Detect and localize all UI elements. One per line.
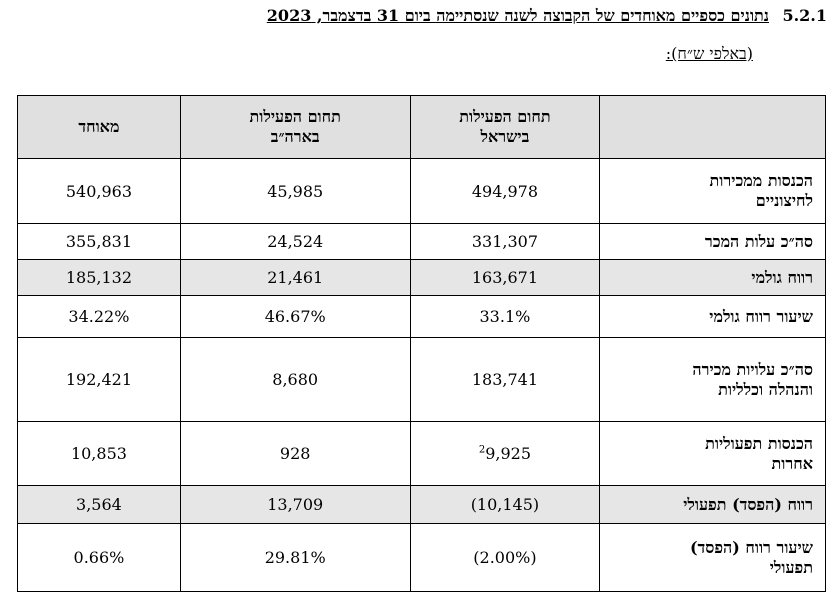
cell-text: 540,963 <box>65 181 133 201</box>
value-cell: 163,671 <box>409 259 601 296</box>
section-number: 5.2.1 <box>782 6 827 25</box>
value-cell: 185,132 <box>17 259 181 296</box>
cell-text: 331,307 <box>471 232 538 251</box>
footnote-mark: 2 <box>478 444 486 456</box>
column-header: תחום הפעילות בישראל <box>409 95 601 159</box>
value-cell: 8,680 <box>179 337 411 422</box>
cell-text: 29.81% <box>264 548 326 567</box>
text-line: בארה״ב <box>270 127 320 146</box>
column-header: תחום הפעילות בארה״ב <box>179 95 411 159</box>
value-cell: 494,978 <box>409 158 601 224</box>
text-line: אחרות <box>771 453 813 473</box>
cell-text: (10,145) <box>470 495 540 514</box>
corner-cell <box>599 95 826 159</box>
cell-text: 33.1% <box>479 307 531 326</box>
value-cell: 192,421 <box>17 337 181 422</box>
cell-text: 185,132 <box>65 268 133 287</box>
cell-text: 183,741 <box>471 370 538 389</box>
financial-table: תחום הפעילות בישראל תחום הפעילות בארה״ב מאוח… <box>17 95 826 592</box>
unit-note: (באלפי ש״ח): <box>665 44 753 63</box>
value-cell: 33.1% <box>409 295 601 338</box>
table-row: סה״כ עלויות מכירה והנהלה וכלליות 183,741 8,… <box>17 337 826 422</box>
table-row: שיעור רווח (הפסד) תפעולי (2.00%) 29.81% 0.66… <box>17 523 826 592</box>
value-cell: 29.81% <box>179 523 411 592</box>
cell-text: (2.00%) <box>473 548 537 567</box>
text-line: הכנסות ממכירות <box>709 171 813 190</box>
cell-text: 34.22% <box>68 307 130 326</box>
table-row: רווח (הפסד) תפעולי (10,145) 13,709 3,564 <box>17 485 826 524</box>
cell-text: 21,461 <box>267 268 324 287</box>
value-cell: (2.00%) <box>409 523 601 592</box>
value-cell: 183,741 <box>409 337 601 422</box>
value-cell: 3,564 <box>17 485 181 524</box>
text-line: לחיצוניים <box>755 191 813 210</box>
text-line: רווח גולמי <box>751 267 813 287</box>
cell-text: 9,925 <box>485 444 532 463</box>
row-label: שיעור רווח (הפסד) תפעולי <box>599 523 826 592</box>
row-label: שיעור רווח גולמי <box>599 295 826 338</box>
cell-text: 494,978 <box>471 181 538 201</box>
row-label: רווח (הפסד) תפעולי <box>599 485 826 524</box>
text-line: תפעולי <box>769 557 813 577</box>
cell-text: 13,709 <box>267 495 324 514</box>
value-cell: 45,985 <box>179 158 411 224</box>
value-cell: 46.67% <box>179 295 411 338</box>
cell-text: 24,524 <box>267 232 324 251</box>
text-line: סה״כ עלות המכר <box>704 231 813 251</box>
value-cell: 540,963 <box>17 158 181 224</box>
cell-text: 928 <box>279 444 311 463</box>
header-row: תחום הפעילות בישראל תחום הפעילות בארה״ב מאוח… <box>17 95 826 159</box>
text-line: שיעור רווח (הפסד) <box>689 537 813 557</box>
value-cell: 10,853 <box>17 421 181 486</box>
text-line: רווח (הפסד) תפעולי <box>683 494 813 514</box>
value-cell: 29,925 <box>409 421 601 486</box>
table-row: סה״כ עלות המכר 331,307 24,524 355,831 <box>17 223 826 260</box>
section-header: 5.2.1 נתונים כספיים מאוחדים של הקבוצה לשנ… <box>267 6 827 26</box>
value-cell: 24,524 <box>179 223 411 260</box>
cell-text: 46.67% <box>264 307 326 326</box>
section-title: נתונים כספיים מאוחדים של הקבוצה לשנה שנס… <box>266 6 769 25</box>
value-cell: 21,461 <box>179 259 411 296</box>
row-label: הכנסות ממכירות לחיצוניים <box>599 158 826 224</box>
cell-text: 45,985 <box>267 181 324 201</box>
cell-text: 3,564 <box>76 495 122 514</box>
row-label: רווח גולמי <box>599 259 826 296</box>
text-line: הכנסות תפעוליות <box>705 433 813 453</box>
text-line: סה״כ עלויות מכירה <box>692 359 813 379</box>
text-line: תחום הפעילות <box>249 107 341 126</box>
value-cell: 34.22% <box>17 295 181 338</box>
row-label: סה״כ עלות המכר <box>599 223 826 260</box>
table-row: הכנסות ממכירות לחיצוניים 494,978 45,985 540,… <box>17 158 826 224</box>
text-line: מאוחד <box>78 117 120 136</box>
text-line: שיעור רווח גולמי <box>709 306 813 326</box>
table-row: רווח גולמי 163,671 21,461 185,132 <box>17 259 826 296</box>
cell-text: 192,421 <box>65 370 133 389</box>
row-label: סה״כ עלויות מכירה והנהלה וכלליות <box>599 337 826 422</box>
value-cell: 355,831 <box>17 223 181 260</box>
column-header: מאוחד <box>17 95 181 159</box>
cell-text: 10,853 <box>70 444 127 463</box>
cell-text: 0.66% <box>73 548 125 567</box>
value-cell: 928 <box>179 421 411 486</box>
row-label: הכנסות תפעוליות אחרות <box>599 421 826 486</box>
text-line: והנהלה וכלליות <box>718 379 813 399</box>
cell-text: 163,671 <box>471 268 538 287</box>
text-line: בישראל <box>480 127 530 146</box>
value-cell: 0.66% <box>17 523 181 592</box>
value-cell: (10,145) <box>409 485 601 524</box>
table-row: שיעור רווח גולמי 33.1% 46.67% 34.22% <box>17 295 826 338</box>
table-row: הכנסות תפעוליות אחרות 29,925 928 10,853 <box>17 421 826 486</box>
value-cell: 13,709 <box>179 485 411 524</box>
value-cell: 331,307 <box>409 223 601 260</box>
cell-text: 355,831 <box>65 232 133 251</box>
text-line: תחום הפעילות <box>459 107 551 126</box>
cell-text: 8,680 <box>272 370 319 389</box>
